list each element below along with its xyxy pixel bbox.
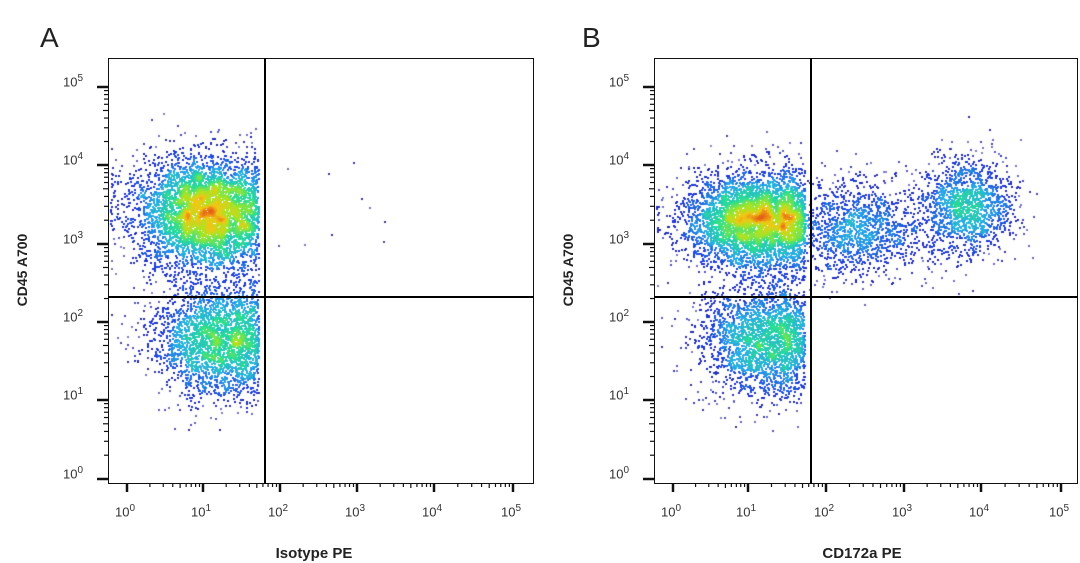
y-tick-label: 101: [609, 386, 630, 403]
panel-b-x-axis-label: CD172a PE: [822, 545, 902, 562]
y-tick-label: 103: [63, 230, 84, 247]
x-tick-label: 105: [1049, 503, 1070, 520]
panel-b-density-scatter: [655, 59, 1077, 483]
y-tick-label: 102: [63, 308, 84, 325]
panel-a-density-scatter: [109, 59, 533, 483]
x-tick-label: 102: [814, 503, 835, 520]
y-tick-label: 104: [63, 151, 84, 168]
x-tick-label: 105: [501, 503, 522, 520]
panel-b-frame: [654, 58, 1078, 484]
y-tick-label: 105: [609, 73, 630, 90]
panel-a-gate-horizontal: [108, 296, 534, 298]
x-tick-label: 104: [969, 503, 990, 520]
x-tick-label: 101: [191, 503, 212, 520]
panel-a-x-axis-label: Isotype PE: [275, 545, 353, 562]
y-tick-label: 103: [609, 230, 630, 247]
x-tick-label: 100: [661, 503, 682, 520]
x-tick-label: 103: [345, 503, 366, 520]
panel-b-gate-vertical: [810, 58, 812, 484]
x-tick-label: 101: [736, 503, 757, 520]
x-tick-label: 100: [115, 503, 136, 520]
y-tick-label: 101: [63, 386, 84, 403]
y-tick-label: 104: [609, 151, 630, 168]
x-tick-label: 103: [892, 503, 913, 520]
panel-a-gate-vertical: [264, 58, 266, 484]
panel-b-gate-horizontal: [654, 296, 1078, 298]
y-tick-label: 105: [63, 73, 84, 90]
x-tick-label: 102: [268, 503, 289, 520]
y-tick-label: 102: [609, 308, 630, 325]
y-tick-label: 100: [609, 465, 630, 482]
panel-a-letter: A: [40, 22, 59, 53]
y-tick-label: 100: [63, 465, 84, 482]
panel-b-letter: B: [582, 22, 601, 53]
x-tick-label: 104: [422, 503, 443, 520]
panel-a-frame: [108, 58, 534, 484]
